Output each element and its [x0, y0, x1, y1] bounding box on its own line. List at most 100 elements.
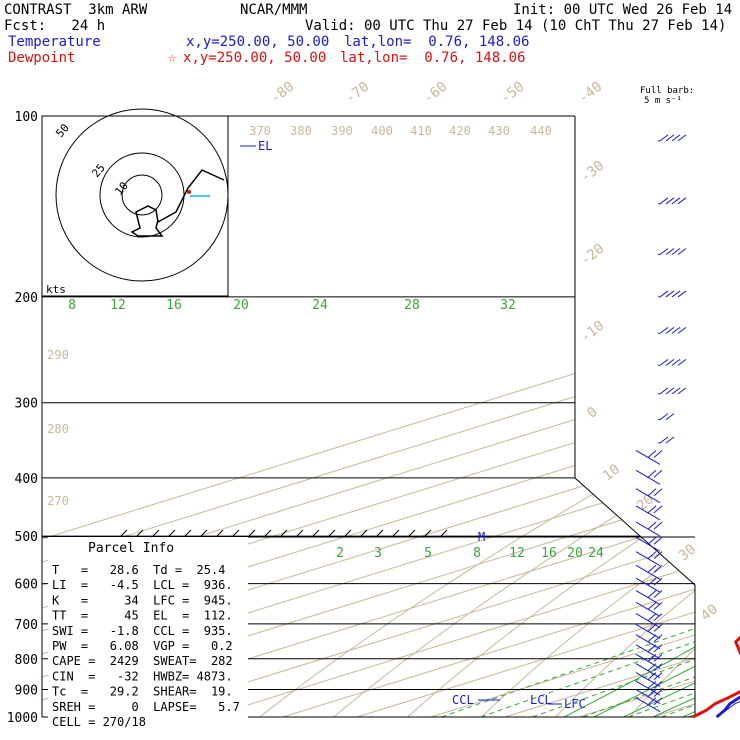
mixing-ratio-line — [687, 535, 695, 717]
isotherm-line — [60, 116, 695, 717]
wind-barb-flag — [677, 290, 687, 298]
wind-barb-flag — [671, 248, 681, 255]
dewpoint-legend-latlon: lat,lon= 0.76, 148.06 — [340, 50, 526, 66]
pressure-tick-label: 800 — [15, 653, 38, 668]
wind-barb-flag — [677, 197, 687, 205]
hodograph-kts-label: kts — [46, 283, 66, 296]
wind-barb-flag — [653, 613, 663, 621]
mixing-ratio-label: 8 — [473, 546, 481, 561]
moist-adiabat-label: 24 — [312, 298, 328, 313]
wind-barb-flag — [665, 197, 675, 205]
wind-barb-flag — [653, 488, 663, 497]
wind-barb-flag — [653, 536, 663, 545]
wind-barb-flag — [677, 134, 687, 142]
hatch-mark — [391, 529, 400, 538]
wind-barb-flag — [653, 634, 663, 643]
isotherm-label: -40 — [576, 79, 606, 107]
dry-adiabat-label: 420 — [449, 124, 471, 138]
mixing-ratio-label: 2 — [336, 546, 344, 561]
moist-adiabat-label: 20 — [233, 298, 249, 313]
hatch-mark — [279, 529, 288, 538]
wind-barb-flag — [653, 644, 663, 653]
wind-barb-flag — [647, 697, 657, 706]
parcel-info-row: CELL = 270/18 — [52, 715, 146, 729]
moist-adiabat-label: 12 — [110, 298, 126, 313]
moist-adiabat-line — [593, 140, 695, 717]
hatch-mark — [359, 529, 368, 538]
wind-barb-flag — [647, 634, 657, 643]
wind-barb-flag — [653, 564, 663, 573]
dewpoint-legend-location: x,y=250.00, 50.00 — [183, 50, 327, 66]
wind-barb-flag — [647, 601, 657, 610]
wind-barb-flag — [665, 358, 675, 366]
parcel-info-row: CAPE = 2429 SWEAT= 282 — [52, 654, 233, 668]
m-label: M — [478, 530, 485, 544]
parcel-info-row: K = 34 LFC = 945. — [52, 593, 233, 607]
isotherm-line — [652, 116, 695, 717]
isotherm-line — [208, 116, 695, 717]
wind-barb-flag — [653, 521, 663, 530]
wind-barb-flag — [647, 536, 657, 545]
moist-adiabat-line — [623, 140, 695, 717]
wind-barb-flag — [671, 197, 681, 205]
dry-adiabat-label: 400 — [371, 124, 393, 138]
hodograph-ring — [121, 174, 163, 216]
lfc-label: LFC — [564, 697, 586, 711]
mixing-ratio-line — [710, 536, 740, 717]
wind-barb-flag — [665, 413, 675, 420]
wind-barb-flag — [665, 290, 675, 298]
wind-barb-flag — [665, 387, 675, 395]
temperature-profile-line — [715, 695, 740, 719]
wind-barb-flag — [647, 564, 657, 573]
hatch-mark — [311, 529, 320, 538]
isotherm-label: -60 — [421, 79, 451, 107]
hatch-mark — [183, 529, 192, 538]
wind-barb-flag — [677, 326, 687, 334]
wind-barb-flag — [659, 248, 669, 255]
storm-motion-dot — [187, 190, 191, 194]
moist-adiabat-label: 32 — [500, 298, 516, 313]
valid-label: Valid: 00 UTC Thu 27 Feb 14 (10 ChT Thu … — [305, 18, 727, 34]
moist-adiabat-line — [563, 140, 695, 717]
wind-barb-flag — [647, 672, 657, 680]
wind-barb-flag — [677, 248, 687, 255]
hatch-mark — [327, 529, 336, 538]
dry-adiabat-label: 270 — [47, 494, 69, 508]
wind-barb-flag — [647, 488, 657, 497]
wind-barb-flag — [653, 624, 663, 632]
wind-barb-flag — [647, 624, 657, 632]
wind-barb-flag — [647, 680, 657, 689]
hodograph-trace — [130, 169, 225, 237]
wind-barb-flag — [671, 358, 681, 366]
mixing-ratio-line — [627, 535, 695, 717]
pressure-tick-label: 100 — [15, 110, 38, 125]
moist-adiabat-line — [682, 140, 695, 717]
dry-adiabat-label: 290 — [47, 348, 69, 362]
isotherm-line — [42, 116, 695, 717]
parcel-ascent-line — [716, 701, 740, 718]
dry-adiabat-line — [618, 116, 695, 717]
wind-key-line2: 5 m s⁻¹ — [644, 96, 682, 106]
parcel-info-row: LI = -4.5 LCL = 936. — [52, 578, 233, 592]
wind-barb-flag — [647, 644, 657, 653]
hodograph-box — [41, 115, 229, 297]
parcel-info-row: PW = 6.08 VGP = 0.2 — [52, 639, 233, 653]
pressure-tick-label: 1000 — [7, 711, 38, 726]
wind-barb-flag — [659, 197, 669, 205]
dewpoint-profile-line — [692, 635, 740, 719]
hatch-mark — [375, 529, 384, 538]
mixing-ratio-line — [582, 535, 695, 717]
dry-adiabat-line — [393, 116, 695, 717]
mixing-ratio-line — [441, 535, 695, 717]
isotherm-line — [727, 116, 740, 717]
plot-area — [42, 116, 740, 717]
isotherm-line — [430, 116, 695, 717]
wind-barb-flag — [659, 436, 669, 444]
wind-barb-flag — [647, 577, 657, 586]
mixing-ratio-label: 5 — [424, 546, 432, 561]
wind-barb-flag — [647, 551, 657, 560]
hatch-mark — [135, 529, 144, 538]
wind-barb-flag — [653, 577, 663, 586]
wind-barb-flag — [671, 134, 681, 142]
